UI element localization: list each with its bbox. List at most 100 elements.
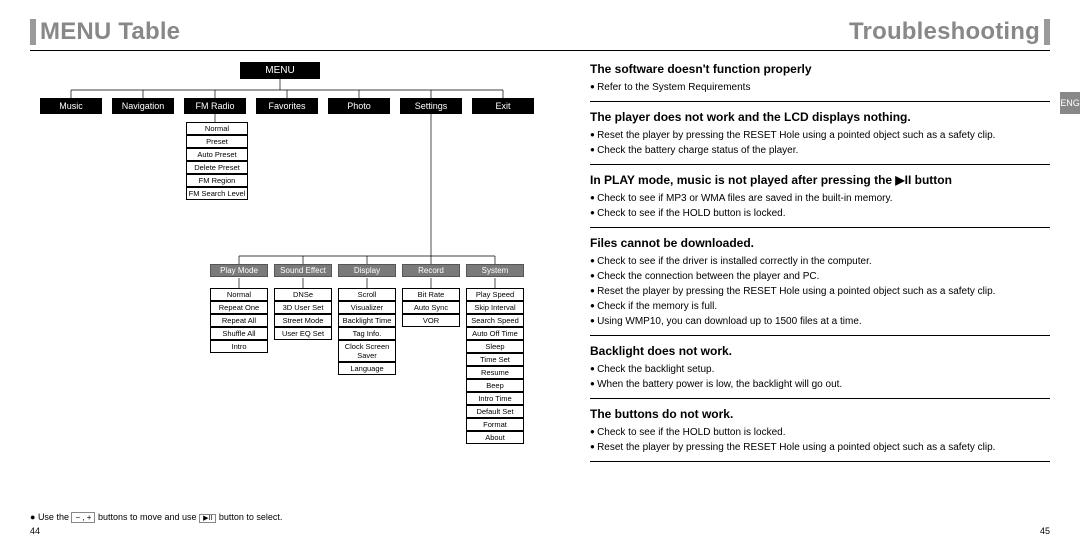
settings-tab-0: Play Mode <box>210 264 268 277</box>
sy-9: Default Set <box>466 405 524 418</box>
btn-icon-select: ▶II <box>199 514 216 523</box>
issue-4-item-0: Check the backlight setup. <box>590 362 1050 377</box>
menu-top-5: Settings <box>400 98 462 114</box>
col-record: Bit Rate Auto Sync VOR <box>402 288 460 327</box>
menu-top-6: Exit <box>472 98 534 114</box>
se-0: DNSe <box>274 288 332 301</box>
issue-items-0: Refer to the System Requirements <box>590 80 1050 95</box>
sy-4: Sleep <box>466 340 524 353</box>
sy-11: About <box>466 431 524 444</box>
issue-title-5: The buttons do not work. <box>590 407 1050 421</box>
rc-2: VOR <box>402 314 460 327</box>
sy-7: Beep <box>466 379 524 392</box>
issue-title-0: The software doesn't function properly <box>590 62 1050 76</box>
rc-1: Auto Sync <box>402 301 460 314</box>
fm-sub-4: FM Region <box>186 174 248 187</box>
issue-5-item-0: Check to see if the HOLD button is locke… <box>590 425 1050 440</box>
dp-1: Visualizer <box>338 301 396 314</box>
dp-2: Backlight Time <box>338 314 396 327</box>
col-system: Play Speed Skip Interval Search Speed Au… <box>466 288 524 444</box>
sy-10: Format <box>466 418 524 431</box>
hint-suf: button to select. <box>219 512 283 522</box>
issue-items-3: Check to see if the driver is installed … <box>590 254 1050 329</box>
issue-3-item-3: Check if the memory is full. <box>590 299 1050 314</box>
page-spread: MENU Table Troubleshooting MENU Music Na… <box>0 0 1080 540</box>
issue-title-3: Files cannot be downloaded. <box>590 236 1050 250</box>
issue-1-item-0: Reset the player by pressing the RESET H… <box>590 128 1050 143</box>
btn-icon-move: − , + <box>71 512 95 523</box>
pm-1: Repeat One <box>210 301 268 314</box>
page-num-right: 45 <box>1040 526 1050 536</box>
troubleshooting-list: ENG The software doesn't function proper… <box>590 62 1050 522</box>
issue-title-2: In PLAY mode, music is not played after … <box>590 173 1050 187</box>
settings-tab-1: Sound Effect <box>274 264 332 277</box>
issue-3-item-4: Using WMP10, you can download up to 1500… <box>590 314 1050 329</box>
settings-tab-3: Record <box>402 264 460 277</box>
issue-3-item-0: Check to see if the driver is installed … <box>590 254 1050 269</box>
pm-2: Repeat All <box>210 314 268 327</box>
se-2: Street Mode <box>274 314 332 327</box>
fm-sub-2: Auto Preset <box>186 148 248 161</box>
pm-0: Normal <box>210 288 268 301</box>
dp-3: Tag Info. <box>338 327 396 340</box>
issue-5-item-1: Reset the player by pressing the RESET H… <box>590 440 1050 455</box>
sy-2: Search Speed <box>466 314 524 327</box>
col-display: Scroll Visualizer Backlight Time Tag Inf… <box>338 288 396 375</box>
issue-divider-0 <box>590 101 1050 102</box>
footer-hint: ● Use the − , + buttons to move and use … <box>30 512 550 522</box>
lang-tab: ENG <box>1060 92 1080 114</box>
issue-2-item-1: Check to see if the HOLD button is locke… <box>590 206 1050 221</box>
issue-4-item-1: When the battery power is low, the backl… <box>590 377 1050 392</box>
issue-divider-1 <box>590 164 1050 165</box>
rc-0: Bit Rate <box>402 288 460 301</box>
title-left: MENU Table <box>40 18 180 46</box>
sy-6: Resume <box>466 366 524 379</box>
sy-5: Time Set <box>466 353 524 366</box>
page-num-left: 44 <box>30 526 40 536</box>
sy-0: Play Speed <box>466 288 524 301</box>
issue-items-5: Check to see if the HOLD button is locke… <box>590 425 1050 455</box>
col-soundeffect: DNSe 3D User Set Street Mode User EQ Set <box>274 288 332 340</box>
sy-3: Auto Off Time <box>466 327 524 340</box>
title-right: Troubleshooting <box>849 18 1040 46</box>
dp-4: Clock Screen Saver <box>338 340 396 362</box>
fm-sub-1: Preset <box>186 135 248 148</box>
title-bar: MENU Table Troubleshooting <box>30 18 1050 51</box>
issue-3-item-1: Check the connection between the player … <box>590 269 1050 284</box>
settings-tab-4: System <box>466 264 524 277</box>
issue-2-item-0: Check to see if MP3 or WMA files are sav… <box>590 191 1050 206</box>
issue-1-item-1: Check the battery charge status of the p… <box>590 143 1050 158</box>
title-rule-left <box>30 19 36 45</box>
fm-sub-list: Normal Preset Auto Preset Delete Preset … <box>186 122 248 200</box>
menu-top-2: FM Radio <box>184 98 246 114</box>
fm-sub-0: Normal <box>186 122 248 135</box>
fm-sub-5: FM Search Level <box>186 187 248 200</box>
dp-5: Language <box>338 362 396 375</box>
menu-top-3: Favorites <box>256 98 318 114</box>
issue-divider-2 <box>590 227 1050 228</box>
issue-divider-3 <box>590 335 1050 336</box>
se-3: User EQ Set <box>274 327 332 340</box>
menu-root: MENU <box>240 62 320 79</box>
title-rule-right <box>1044 19 1050 45</box>
menu-top-1: Navigation <box>112 98 174 114</box>
issue-3-item-2: Reset the player by pressing the RESET H… <box>590 284 1050 299</box>
issue-title-4: Backlight does not work. <box>590 344 1050 358</box>
sy-8: Intro Time <box>466 392 524 405</box>
sy-1: Skip Interval <box>466 301 524 314</box>
issue-title-1: The player does not work and the LCD dis… <box>590 110 1050 124</box>
issue-divider-4 <box>590 398 1050 399</box>
issue-divider-5 <box>590 461 1050 462</box>
menu-tree: MENU Music Navigation FM Radio Favorites… <box>30 62 550 522</box>
issue-0-item-0: Refer to the System Requirements <box>590 80 1050 95</box>
issue-items-2: Check to see if MP3 or WMA files are sav… <box>590 191 1050 221</box>
issue-items-1: Reset the player by pressing the RESET H… <box>590 128 1050 158</box>
pm-3: Shuffle All <box>210 327 268 340</box>
se-1: 3D User Set <box>274 301 332 314</box>
menu-top-4: Photo <box>328 98 390 114</box>
settings-tab-2: Display <box>338 264 396 277</box>
menu-top-0: Music <box>40 98 102 114</box>
dp-0: Scroll <box>338 288 396 301</box>
hint-pre: Use the <box>38 512 72 522</box>
fm-sub-3: Delete Preset <box>186 161 248 174</box>
